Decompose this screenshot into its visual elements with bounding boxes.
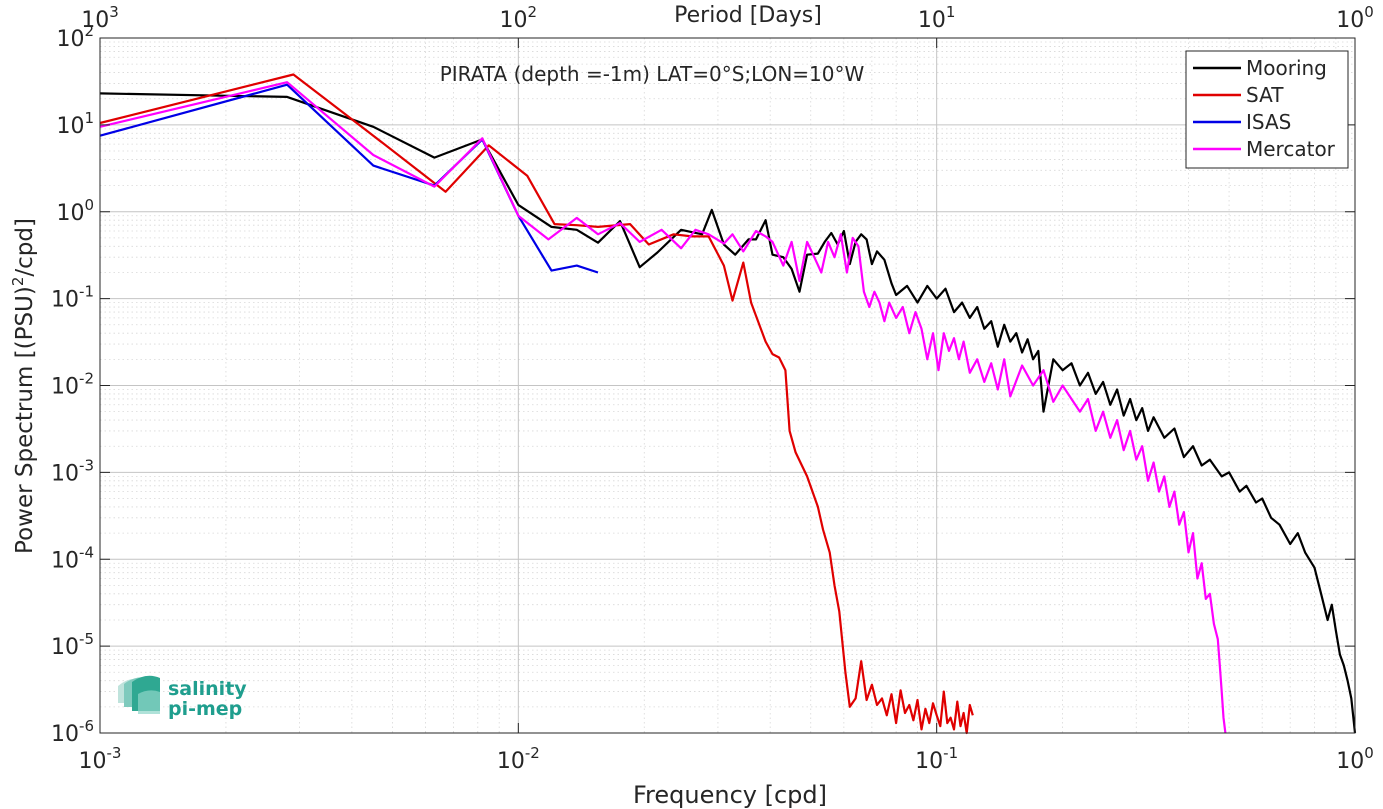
x2-tick-label: 102 <box>500 3 538 33</box>
x2-tick-labels: 103 102 101 100 <box>81 3 1374 33</box>
x2-tick-label: 100 <box>1336 3 1374 33</box>
y-tick-label: 101 <box>56 109 94 139</box>
x-tick-labels: 10-3 10-2 10-1 100 <box>79 744 1374 774</box>
series-line-mercator <box>99 81 1227 734</box>
x2-tick-label: 101 <box>918 3 956 33</box>
legend-label-mooring: Mooring <box>1246 56 1327 80</box>
y-axis-label-superscript: 2 <box>9 277 27 287</box>
logo-text-pi-mep: pi-mep <box>168 698 242 720</box>
x-tick-label: 10-1 <box>915 744 958 774</box>
y-tick-label: 10-3 <box>51 456 94 486</box>
y-axis-label-end: /cpd] <box>12 218 38 277</box>
y-axis-label: Power Spectrum [(PSU)2/cpd] <box>9 218 38 554</box>
salinity-pi-mep-logo: salinity pi-mep <box>118 675 247 720</box>
y-tick-label: 10-4 <box>51 543 94 573</box>
x2-axis-label: Period [Days] <box>674 3 822 28</box>
legend: Mooring SAT ISAS Mercator <box>1185 50 1349 169</box>
series-line-sat <box>99 73 974 735</box>
series-layer <box>99 73 1357 735</box>
y-tick-label: 10-1 <box>51 283 94 313</box>
logo-text-salinity: salinity <box>168 678 247 700</box>
y-tick-label: 10-2 <box>51 370 94 400</box>
legend-label-isas: ISAS <box>1246 110 1291 134</box>
x-tick-label: 10-2 <box>497 744 540 774</box>
x2-tick-label: 103 <box>81 3 119 33</box>
legend-label-mercator: Mercator <box>1246 137 1336 161</box>
legend-label-sat: SAT <box>1246 83 1284 107</box>
series-line-mooring <box>99 92 1357 734</box>
y-tick-label: 100 <box>56 196 94 226</box>
y-tick-label: 10-6 <box>51 717 94 747</box>
x-tick-label: 10-3 <box>79 744 122 774</box>
x-axis-label: Frequency [cpd] <box>633 781 827 809</box>
y-tick-label: 10-5 <box>51 630 94 660</box>
y-axis-label-main: Power Spectrum [(PSU) <box>12 286 38 554</box>
y-tick-labels: 10-6 10-5 10-4 10-3 10-2 10-1 100 101 102 <box>51 22 94 747</box>
logo-mark-icon <box>118 675 160 714</box>
chart-title: PIRATA (depth =-1m) LAT=0°S;LON=10°W <box>440 62 865 86</box>
x-tick-label: 100 <box>1336 744 1374 774</box>
y-tick-label: 102 <box>56 22 94 52</box>
